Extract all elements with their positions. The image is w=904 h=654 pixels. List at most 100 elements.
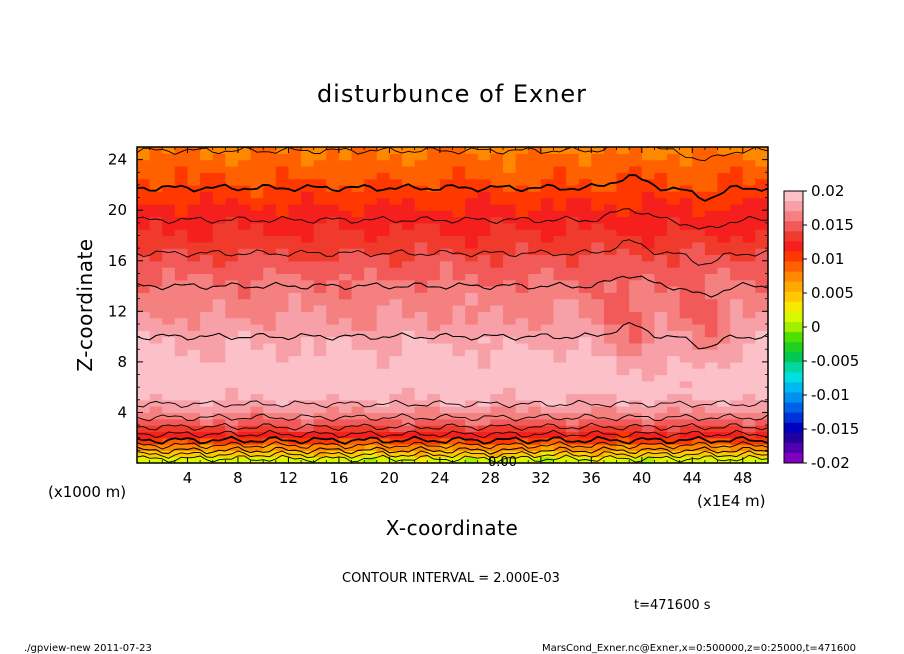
field-cell — [174, 406, 189, 414]
field-cell — [641, 317, 656, 325]
field-cell — [641, 387, 656, 395]
y-tick-label: 20 — [108, 201, 127, 219]
field-cell — [654, 159, 668, 167]
field-cell — [237, 399, 252, 407]
field-cell — [263, 273, 277, 281]
field-cell — [326, 241, 340, 249]
field-cell — [439, 286, 454, 293]
field-cell — [603, 317, 618, 325]
field-cell — [313, 330, 327, 338]
field-cell — [566, 153, 580, 161]
field-cell — [679, 254, 693, 262]
field-cell — [313, 380, 327, 388]
field-cell — [616, 229, 630, 237]
field-cell — [326, 418, 340, 426]
field-cell — [742, 273, 756, 281]
field-cell — [225, 349, 239, 357]
field-cell — [616, 368, 630, 376]
field-cell — [528, 425, 542, 432]
field-cell — [616, 317, 630, 325]
field-cell — [162, 361, 176, 369]
field-cell — [477, 197, 491, 205]
field-cell — [427, 184, 441, 192]
field-cell — [364, 172, 378, 180]
field-cell — [629, 342, 643, 350]
field-cell — [591, 399, 605, 407]
field-cell — [351, 368, 365, 376]
field-cell — [502, 279, 517, 287]
field-cell — [717, 184, 731, 192]
field-cell — [742, 279, 756, 287]
field-cell — [439, 178, 454, 186]
field-cell — [629, 235, 643, 243]
field-cell — [591, 254, 605, 262]
field-cell — [250, 191, 264, 199]
field-cell — [389, 425, 403, 432]
field-cell — [162, 267, 176, 274]
field-cell — [502, 260, 517, 268]
field-cell — [263, 147, 277, 154]
field-cell — [439, 418, 454, 426]
field-cell — [288, 159, 302, 167]
field-cell — [629, 248, 643, 256]
field-cell — [679, 197, 693, 205]
field-cell — [578, 374, 592, 382]
field-cell — [427, 342, 441, 350]
field-cell — [730, 153, 744, 161]
field-cell — [566, 178, 580, 186]
field-cell — [402, 159, 416, 167]
field-cell — [250, 305, 264, 312]
field-cell — [364, 305, 378, 312]
field-cell — [313, 292, 327, 300]
field-cell — [200, 418, 214, 426]
field-cell — [162, 330, 176, 338]
field-cell — [465, 349, 479, 357]
field-cell — [515, 191, 529, 199]
field-cell — [389, 311, 403, 319]
field-cell — [414, 406, 428, 414]
field-cell — [465, 431, 479, 439]
field-cell — [427, 267, 441, 274]
field-cell — [351, 336, 365, 344]
field-cell — [553, 159, 567, 167]
field-cell — [528, 317, 542, 325]
field-cell — [389, 336, 403, 344]
field-cell — [301, 349, 315, 357]
field-cell — [439, 380, 454, 388]
field-cell — [237, 260, 252, 268]
field-cell — [679, 305, 693, 312]
field-cell — [679, 431, 693, 439]
field-cell — [174, 323, 189, 331]
field-cell — [137, 349, 151, 357]
field-cell — [616, 147, 630, 154]
field-cell — [566, 305, 580, 312]
field-cell — [641, 349, 656, 357]
field-cell — [502, 165, 517, 173]
field-cell — [704, 260, 719, 268]
field-cell — [162, 229, 176, 237]
field-cell — [603, 406, 618, 414]
field-cell — [755, 361, 768, 369]
field-cell — [616, 412, 630, 420]
field-cell — [174, 248, 189, 256]
field-cell — [237, 191, 252, 199]
field-cell — [200, 165, 214, 173]
field-cell — [616, 456, 630, 463]
field-cell — [414, 323, 428, 331]
field-cell — [174, 374, 189, 382]
x-tick-label: 16 — [329, 469, 348, 487]
field-cell — [452, 336, 466, 344]
field-cell — [313, 203, 327, 211]
field-cell — [237, 235, 252, 243]
field-cell — [654, 380, 668, 388]
field-cell — [162, 254, 176, 262]
field-cell — [704, 330, 719, 338]
field-cell — [225, 191, 239, 199]
field-cell — [679, 355, 693, 363]
field-cell — [439, 349, 454, 357]
field-cell — [137, 330, 151, 338]
field-cell — [629, 292, 643, 300]
field-cell — [301, 444, 315, 451]
field-cell — [338, 406, 353, 414]
field-cell — [616, 184, 630, 192]
